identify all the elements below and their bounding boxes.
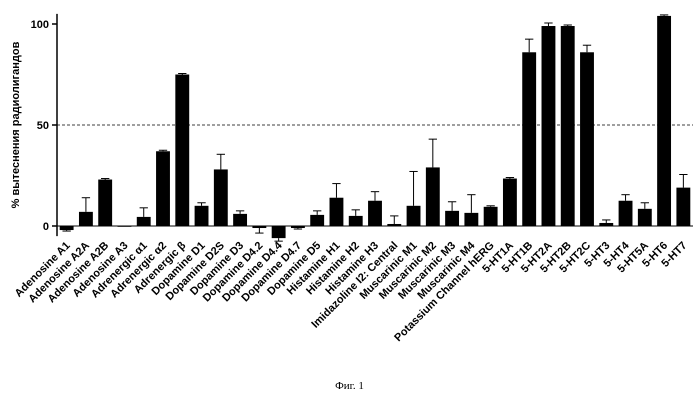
bar [618,200,633,226]
bar [348,215,363,226]
bar [676,187,691,226]
bar [580,52,594,226]
figure-caption: Фиг. 1 [335,380,364,392]
bar [233,213,248,226]
bar [98,179,113,226]
bar [445,210,460,226]
bar [637,208,652,226]
bar [483,206,498,226]
bar [78,211,93,226]
bar [310,214,325,226]
bar [425,167,440,226]
bar [657,15,672,227]
bar [368,200,382,226]
y-axis-label: % вытеснения радиолигандов [10,41,22,208]
bar [502,178,517,226]
bar [213,169,228,226]
bar [464,212,479,226]
bar [560,26,575,226]
bar [194,205,209,226]
bar [59,226,74,231]
y-tick-label: 0 [43,221,49,233]
bar [136,216,151,226]
y-tick-label: 50 [37,120,49,132]
bar [541,26,556,226]
y-tick-label: 100 [31,19,49,31]
bar [387,223,402,226]
bar [156,151,170,226]
bar [271,226,286,239]
bar [175,74,190,226]
bar [329,197,344,226]
bar [406,205,421,226]
bar [599,222,614,226]
bar [117,226,132,227]
bar [522,52,537,226]
bar [252,226,267,229]
bar [290,226,305,229]
